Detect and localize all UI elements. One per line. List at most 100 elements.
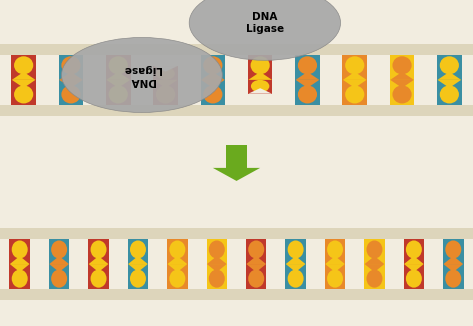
Ellipse shape <box>203 85 222 103</box>
Ellipse shape <box>288 270 304 288</box>
Polygon shape <box>89 264 108 272</box>
Polygon shape <box>438 72 461 80</box>
Ellipse shape <box>90 241 106 259</box>
Bar <box>88 264 109 289</box>
Polygon shape <box>248 88 272 94</box>
Ellipse shape <box>169 241 185 259</box>
Bar <box>128 239 148 264</box>
Polygon shape <box>365 264 384 272</box>
Ellipse shape <box>61 85 80 103</box>
Ellipse shape <box>251 80 270 93</box>
Bar <box>11 80 36 105</box>
Ellipse shape <box>367 241 383 259</box>
Ellipse shape <box>251 56 270 74</box>
Bar <box>153 66 178 80</box>
Text: DNA
Ligase: DNA Ligase <box>246 12 284 34</box>
Bar <box>59 80 83 105</box>
Polygon shape <box>286 256 306 264</box>
Polygon shape <box>325 256 345 264</box>
Polygon shape <box>106 72 130 80</box>
Ellipse shape <box>327 270 343 288</box>
Ellipse shape <box>189 0 341 60</box>
Polygon shape <box>49 264 69 272</box>
Polygon shape <box>343 80 367 88</box>
Ellipse shape <box>345 85 364 103</box>
Polygon shape <box>296 72 319 80</box>
Polygon shape <box>213 168 260 181</box>
Ellipse shape <box>14 56 33 74</box>
Bar <box>248 80 272 94</box>
Ellipse shape <box>130 270 146 288</box>
Bar <box>246 239 266 264</box>
Ellipse shape <box>345 56 364 74</box>
Polygon shape <box>59 72 83 80</box>
Bar <box>364 239 385 264</box>
Bar <box>201 80 225 105</box>
Polygon shape <box>201 80 225 88</box>
Ellipse shape <box>440 56 459 74</box>
Bar <box>342 80 367 105</box>
Bar <box>342 55 367 80</box>
Polygon shape <box>390 80 414 88</box>
Ellipse shape <box>393 85 412 103</box>
Bar <box>207 239 227 264</box>
Bar <box>9 264 30 289</box>
Bar <box>390 55 414 80</box>
Ellipse shape <box>367 270 383 288</box>
Bar <box>106 55 131 80</box>
Polygon shape <box>167 264 187 272</box>
Polygon shape <box>89 256 108 264</box>
Polygon shape <box>365 256 384 264</box>
Bar <box>443 264 464 289</box>
Polygon shape <box>207 264 227 272</box>
Ellipse shape <box>61 37 222 112</box>
Ellipse shape <box>109 85 128 103</box>
Polygon shape <box>12 80 35 88</box>
Ellipse shape <box>130 241 146 259</box>
Ellipse shape <box>288 241 304 259</box>
Polygon shape <box>12 72 35 80</box>
Bar <box>11 55 36 80</box>
Ellipse shape <box>109 56 128 74</box>
Bar <box>153 80 178 105</box>
Polygon shape <box>404 264 424 272</box>
Polygon shape <box>444 264 463 272</box>
Polygon shape <box>207 256 227 264</box>
Ellipse shape <box>445 270 461 288</box>
Bar <box>9 239 30 264</box>
Bar <box>248 55 272 80</box>
Ellipse shape <box>12 270 28 288</box>
Polygon shape <box>10 256 29 264</box>
Ellipse shape <box>156 67 175 80</box>
Polygon shape <box>404 256 424 264</box>
Bar <box>403 239 424 264</box>
Bar <box>443 239 464 264</box>
Ellipse shape <box>298 85 317 103</box>
Bar <box>49 239 70 264</box>
Bar <box>0 289 473 300</box>
Polygon shape <box>438 80 461 88</box>
Ellipse shape <box>406 270 422 288</box>
Ellipse shape <box>248 241 264 259</box>
Ellipse shape <box>156 85 175 103</box>
Polygon shape <box>296 80 319 88</box>
Bar <box>403 264 424 289</box>
Ellipse shape <box>51 270 67 288</box>
Ellipse shape <box>440 85 459 103</box>
Ellipse shape <box>248 270 264 288</box>
Polygon shape <box>325 264 345 272</box>
Ellipse shape <box>393 56 412 74</box>
Polygon shape <box>246 264 266 272</box>
Polygon shape <box>167 256 187 264</box>
Polygon shape <box>390 72 414 80</box>
Text: DNA
Ligase: DNA Ligase <box>123 64 161 86</box>
Polygon shape <box>154 80 177 88</box>
Bar <box>295 80 320 105</box>
Polygon shape <box>343 72 367 80</box>
Ellipse shape <box>90 270 106 288</box>
Polygon shape <box>246 256 266 264</box>
Ellipse shape <box>298 56 317 74</box>
Bar <box>437 55 462 80</box>
Bar <box>88 239 109 264</box>
Polygon shape <box>10 264 29 272</box>
